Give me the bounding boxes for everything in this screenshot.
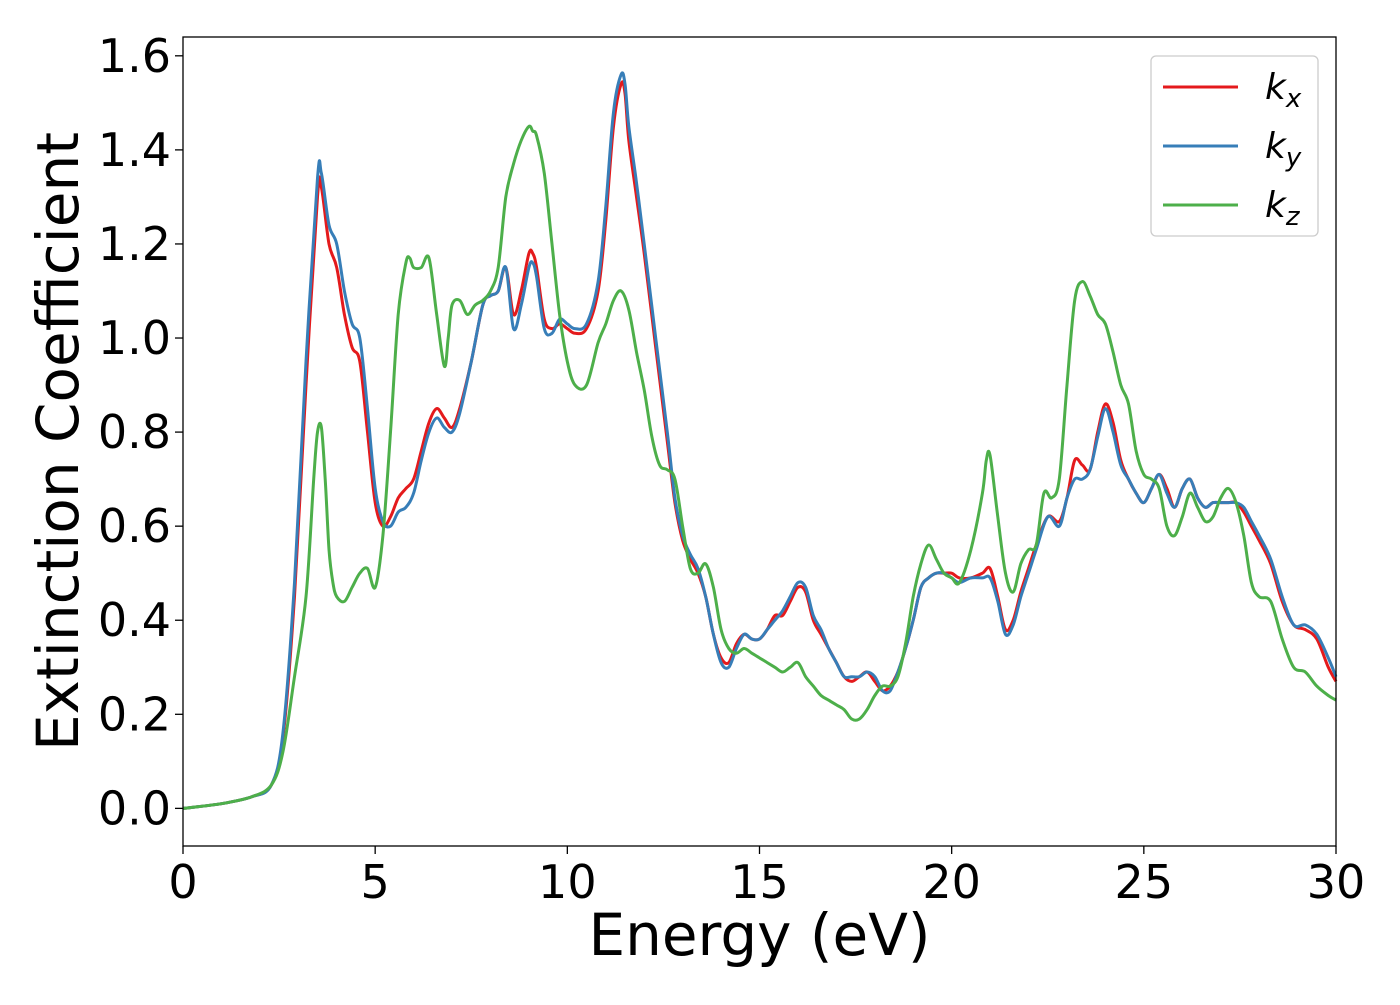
x-tick-label: 15 xyxy=(730,855,789,909)
series-line-k-z xyxy=(182,124,1337,810)
y-tick-label: 0.0 xyxy=(98,781,171,835)
y-tick-label: 1.2 xyxy=(98,217,171,271)
y-tick-label: 0.2 xyxy=(98,687,171,741)
y-tick-label: 1.6 xyxy=(98,29,171,83)
y-axis-ticks: 0.0 0.2 0.4 0.6 0.8 1.0 1.2 1.4 1.6 xyxy=(98,29,183,835)
x-axis-ticks: 0 5 10 15 20 25 30 xyxy=(168,846,1365,909)
x-tick-label: 30 xyxy=(1307,855,1366,909)
legend: kx ky kz xyxy=(1150,55,1319,237)
y-tick-label: 1.4 xyxy=(98,123,171,177)
y-tick-label: 0.6 xyxy=(98,499,171,553)
legend-label: ky xyxy=(1265,126,1302,173)
x-tick-label: 20 xyxy=(922,855,981,909)
y-tick-label: 0.8 xyxy=(98,405,171,459)
x-axis-title: Energy (eV) xyxy=(588,901,930,969)
y-tick-label: 0.4 xyxy=(98,593,171,647)
series-layer xyxy=(182,71,1338,810)
x-tick-label: 10 xyxy=(538,855,597,909)
y-axis-title: Extinction Coefficient xyxy=(24,132,92,751)
x-tick-label: 0 xyxy=(168,855,197,909)
y-tick-label: 1.0 xyxy=(98,311,171,365)
x-tick-label: 25 xyxy=(1115,855,1174,909)
legend-items: kx ky kz xyxy=(1163,67,1302,232)
series-line-k-y xyxy=(182,71,1338,810)
x-tick-label: 5 xyxy=(361,855,390,909)
legend-label: kz xyxy=(1265,185,1301,232)
legend-label: kx xyxy=(1265,67,1302,114)
